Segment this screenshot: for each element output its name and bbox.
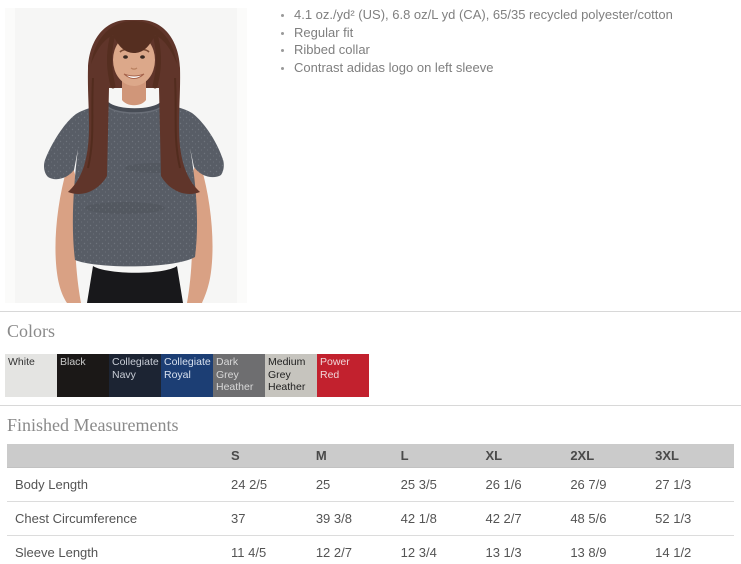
model-illustration xyxy=(5,8,247,303)
measurement-cell: 37 xyxy=(231,511,246,526)
measurement-cell: 42 2/7 xyxy=(485,511,522,526)
size-column-header: L xyxy=(394,444,480,468)
color-swatch-list: White Black Collegiate Navy Collegiate Roya… xyxy=(5,354,741,397)
color-swatch-medium-grey-heather[interactable]: Medium Grey Heather xyxy=(265,354,317,397)
measurement-cell: 42 1/8 xyxy=(400,511,437,526)
measurement-cell: 14 1/2 xyxy=(655,545,692,560)
size-column-header: XL xyxy=(479,444,565,468)
measurement-cell: 13 1/3 xyxy=(485,545,522,560)
measurements-heading: Finished Measurements xyxy=(7,415,179,435)
measurement-cell: 39 3/8 xyxy=(315,511,352,526)
color-swatch-dark-grey-heather[interactable]: Dark Grey Heather xyxy=(213,354,265,397)
measurement-cell: 26 7/9 xyxy=(570,477,607,492)
size-column-header: 3XL xyxy=(649,444,734,468)
measurement-row: Chest Circumference 37 39 3/8 42 1/8 42 2/7 4… xyxy=(7,502,734,536)
measurement-cell: 25 xyxy=(315,477,331,492)
measurement-row-label: Body Length xyxy=(15,477,89,492)
product-overview-section: 4.1 oz./yd² (US), 6.8 oz/L yd (CA), 65/3… xyxy=(0,0,741,303)
color-swatch-collegiate-navy[interactable]: Collegiate Navy xyxy=(109,354,161,397)
feature-item: Ribbed collar xyxy=(294,41,733,59)
color-swatch-collegiate-royal[interactable]: Collegiate Royal xyxy=(161,354,213,397)
measurement-cell: 25 3/5 xyxy=(400,477,437,492)
measurement-cell: 12 2/7 xyxy=(315,545,352,560)
feature-item: Contrast adidas logo on left sleeve xyxy=(294,59,733,77)
color-swatch-black[interactable]: Black xyxy=(57,354,109,397)
finished-measurements-table: S M L XL 2XL 3XL Body Length 24 2/5 25 25 3/5 26 … xyxy=(7,444,734,564)
product-photo[interactable] xyxy=(5,8,247,303)
measurement-row-label: Chest Circumference xyxy=(15,511,138,526)
color-swatch-white[interactable]: White xyxy=(5,354,57,397)
measurement-cell: 13 8/9 xyxy=(570,545,607,560)
measurement-cell: 27 1/3 xyxy=(655,477,692,492)
size-column-header: M xyxy=(309,444,395,468)
size-column-header: 2XL xyxy=(564,444,650,468)
measurement-row: Body Length 24 2/5 25 25 3/5 26 1/6 26 7/9 27 … xyxy=(7,468,734,502)
measurement-cell: 24 2/5 xyxy=(231,477,268,492)
feature-item: Regular fit xyxy=(294,24,733,42)
measurement-cell: 52 1/3 xyxy=(655,511,692,526)
color-swatch-power-red[interactable]: Power Red xyxy=(317,354,369,397)
measurement-cell: 12 3/4 xyxy=(400,545,437,560)
section-divider xyxy=(0,311,741,312)
section-divider xyxy=(0,405,741,406)
size-column-header: S xyxy=(225,444,310,468)
size-header-row: S M L XL 2XL 3XL xyxy=(7,444,734,468)
measurement-row-label: Sleeve Length xyxy=(15,545,99,560)
measurement-row: Sleeve Length 11 4/5 12 2/7 12 3/4 13 1/3 13 … xyxy=(7,536,734,564)
measurement-cell: 11 4/5 xyxy=(231,545,267,560)
feature-item: 4.1 oz./yd² (US), 6.8 oz/L yd (CA), 65/3… xyxy=(294,6,733,24)
colors-heading: Colors xyxy=(7,321,56,341)
measurement-cell: 26 1/6 xyxy=(485,477,522,492)
feature-list: 4.1 oz./yd² (US), 6.8 oz/L yd (CA), 65/3… xyxy=(280,6,733,76)
empty-header-cell xyxy=(7,444,225,468)
measurement-cell: 48 5/6 xyxy=(570,511,607,526)
